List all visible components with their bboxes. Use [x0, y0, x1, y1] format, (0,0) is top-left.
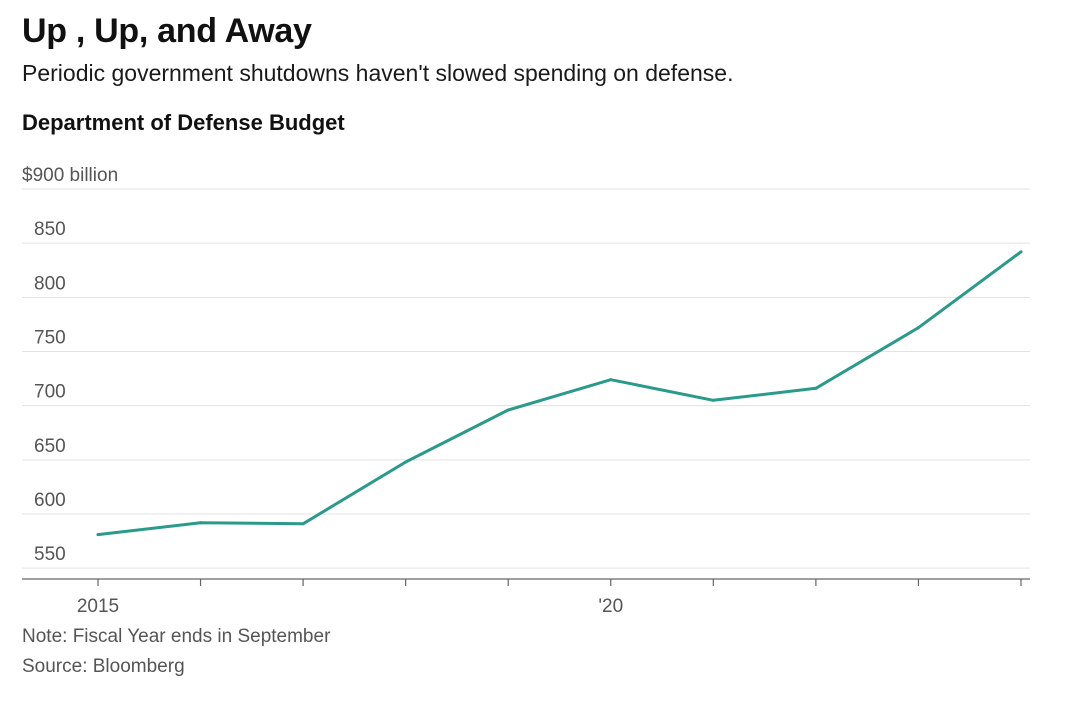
data-point [1019, 250, 1023, 254]
data-point [506, 408, 510, 412]
y-tick-label: $900 billion [22, 165, 118, 186]
chart-source: Source: Bloomberg [22, 656, 185, 677]
x-tick-label: '20 [598, 596, 623, 617]
data-point [404, 460, 408, 464]
chart-note: Note: Fiscal Year ends in September [22, 626, 331, 647]
x-tick-label: 2015 [77, 596, 119, 617]
data-point [199, 521, 203, 525]
y-tick-label: 850 [34, 219, 66, 240]
chart-headline: Up , Up, and Away [22, 12, 312, 50]
data-point [96, 533, 100, 537]
y-tick-label: 650 [34, 436, 66, 457]
data-point [711, 398, 715, 402]
chart-title: Department of Defense Budget [22, 110, 345, 135]
y-tick-label: 600 [34, 490, 66, 511]
data-point [301, 522, 305, 526]
y-tick-label: 750 [34, 328, 66, 349]
y-tick-label: 800 [34, 273, 66, 294]
y-tick-label: 700 [34, 382, 66, 403]
data-point [609, 378, 613, 382]
chart-subtitle: Periodic government shutdowns haven't sl… [22, 60, 734, 86]
series-line [96, 250, 1023, 537]
data-point [814, 386, 818, 390]
data-point [916, 326, 920, 330]
y-tick-label: 550 [34, 544, 66, 565]
